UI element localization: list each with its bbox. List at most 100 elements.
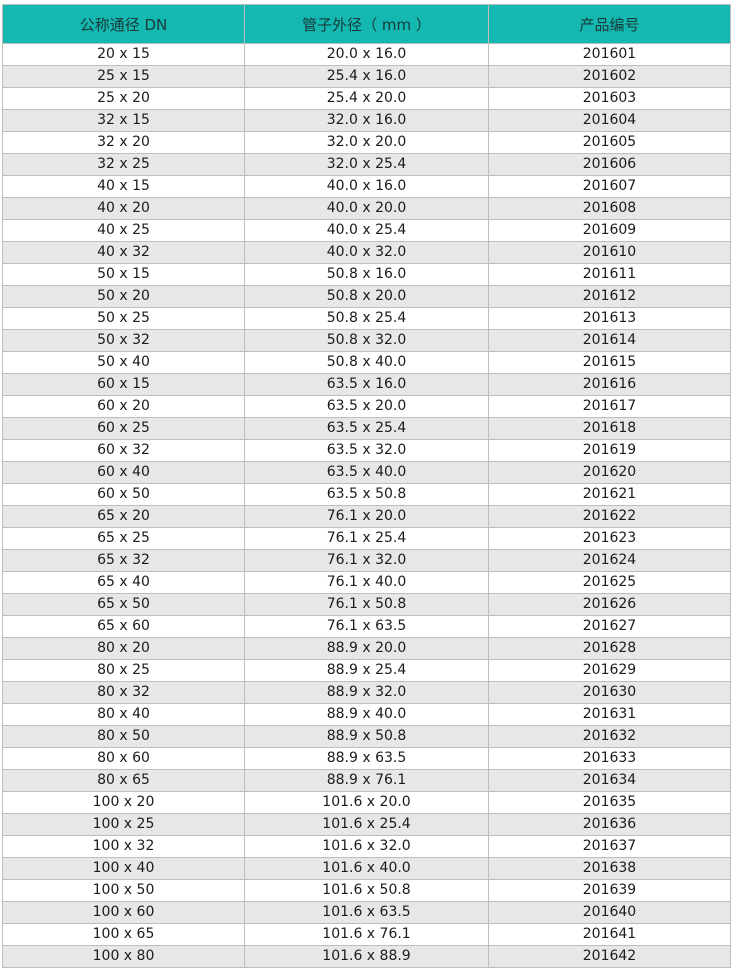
cell-product-code: 201628 [488,637,731,660]
table-row: 80 x 20 88.9 x 20.0 201628 [2,637,731,660]
cell-product-code: 201638 [488,857,731,880]
cell-nominal-diameter: 65 x 32 [2,549,245,572]
cell-product-code: 201623 [488,527,731,550]
table-row: 50 x 32 50.8 x 32.0 201614 [2,329,731,352]
cell-product-code: 201633 [488,747,731,770]
cell-nominal-diameter: 60 x 50 [2,483,245,506]
cell-product-code: 201635 [488,791,731,814]
cell-outer-diameter: 76.1 x 63.5 [244,615,489,638]
cell-outer-diameter: 40.0 x 16.0 [244,175,489,198]
cell-outer-diameter: 50.8 x 40.0 [244,351,489,374]
cell-product-code: 201614 [488,329,731,352]
table-row: 100 x 65 101.6 x 76.1 201641 [2,923,731,946]
header-product-code: 产品编号 [488,4,731,44]
cell-nominal-diameter: 80 x 60 [2,747,245,770]
cell-nominal-diameter: 60 x 20 [2,395,245,418]
cell-nominal-diameter: 60 x 40 [2,461,245,484]
cell-outer-diameter: 76.1 x 32.0 [244,549,489,572]
cell-nominal-diameter: 60 x 32 [2,439,245,462]
cell-outer-diameter: 88.9 x 40.0 [244,703,489,726]
cell-product-code: 201634 [488,769,731,792]
cell-product-code: 201604 [488,109,731,132]
table-row: 40 x 20 40.0 x 20.0 201608 [2,197,731,220]
cell-product-code: 201605 [488,131,731,154]
cell-outer-diameter: 88.9 x 50.8 [244,725,489,748]
cell-outer-diameter: 63.5 x 32.0 [244,439,489,462]
cell-nominal-diameter: 32 x 15 [2,109,245,132]
cell-nominal-diameter: 32 x 20 [2,131,245,154]
table-row: 65 x 60 76.1 x 63.5 201627 [2,615,731,638]
cell-nominal-diameter: 25 x 15 [2,65,245,88]
table-row: 100 x 60 101.6 x 63.5 201640 [2,901,731,924]
cell-product-code: 201616 [488,373,731,396]
header-outer-diameter: 管子外径（ mm ） [244,4,489,44]
cell-nominal-diameter: 80 x 20 [2,637,245,660]
table-row: 50 x 40 50.8 x 40.0 201615 [2,351,731,374]
cell-nominal-diameter: 60 x 15 [2,373,245,396]
cell-product-code: 201627 [488,615,731,638]
table-row: 50 x 15 50.8 x 16.0 201611 [2,263,731,286]
cell-nominal-diameter: 65 x 20 [2,505,245,528]
cell-product-code: 201639 [488,879,731,902]
cell-product-code: 201609 [488,219,731,242]
cell-outer-diameter: 63.5 x 50.8 [244,483,489,506]
table-row: 32 x 25 32.0 x 25.4 201606 [2,153,731,176]
cell-product-code: 201607 [488,175,731,198]
cell-outer-diameter: 32.0 x 16.0 [244,109,489,132]
table-row: 20 x 15 20.0 x 16.0 201601 [2,43,731,66]
cell-product-code: 201631 [488,703,731,726]
table-row: 65 x 32 76.1 x 32.0 201624 [2,549,731,572]
cell-product-code: 201618 [488,417,731,440]
cell-product-code: 201641 [488,923,731,946]
table-row: 65 x 40 76.1 x 40.0 201625 [2,571,731,594]
cell-outer-diameter: 25.4 x 20.0 [244,87,489,110]
table-row: 60 x 25 63.5 x 25.4 201618 [2,417,731,440]
cell-product-code: 201606 [488,153,731,176]
cell-nominal-diameter: 65 x 60 [2,615,245,638]
cell-outer-diameter: 20.0 x 16.0 [244,43,489,66]
cell-outer-diameter: 50.8 x 16.0 [244,263,489,286]
cell-outer-diameter: 88.9 x 20.0 [244,637,489,660]
table-row: 65 x 20 76.1 x 20.0 201622 [2,505,731,528]
cell-nominal-diameter: 60 x 25 [2,417,245,440]
table-row: 65 x 50 76.1 x 50.8 201626 [2,593,731,616]
cell-nominal-diameter: 80 x 40 [2,703,245,726]
cell-product-code: 201612 [488,285,731,308]
cell-nominal-diameter: 65 x 50 [2,593,245,616]
cell-outer-diameter: 50.8 x 20.0 [244,285,489,308]
cell-nominal-diameter: 50 x 25 [2,307,245,330]
cell-outer-diameter: 88.9 x 32.0 [244,681,489,704]
table-row: 65 x 25 76.1 x 25.4 201623 [2,527,731,550]
table-row: 100 x 50 101.6 x 50.8 201639 [2,879,731,902]
cell-product-code: 201617 [488,395,731,418]
cell-nominal-diameter: 80 x 65 [2,769,245,792]
pipe-spec-table: 公称通径 DN 管子外径（ mm ） 产品编号 20 x 15 20.0 x 16… [2,4,731,968]
cell-nominal-diameter: 100 x 20 [2,791,245,814]
cell-nominal-diameter: 32 x 25 [2,153,245,176]
table-row: 80 x 32 88.9 x 32.0 201630 [2,681,731,704]
cell-product-code: 201608 [488,197,731,220]
cell-nominal-diameter: 80 x 32 [2,681,245,704]
cell-product-code: 201610 [488,241,731,264]
cell-outer-diameter: 32.0 x 25.4 [244,153,489,176]
cell-product-code: 201630 [488,681,731,704]
table-row: 100 x 32 101.6 x 32.0 201637 [2,835,731,858]
cell-outer-diameter: 40.0 x 32.0 [244,241,489,264]
table-row: 80 x 65 88.9 x 76.1 201634 [2,769,731,792]
cell-product-code: 201637 [488,835,731,858]
table-row: 100 x 80 101.6 x 88.9 201642 [2,945,731,968]
cell-outer-diameter: 101.6 x 32.0 [244,835,489,858]
table-row: 100 x 25 101.6 x 25.4 201636 [2,813,731,836]
table-row: 50 x 20 50.8 x 20.0 201612 [2,285,731,308]
table-row: 60 x 32 63.5 x 32.0 201619 [2,439,731,462]
cell-outer-diameter: 76.1 x 50.8 [244,593,489,616]
table-row: 60 x 15 63.5 x 16.0 201616 [2,373,731,396]
cell-outer-diameter: 40.0 x 20.0 [244,197,489,220]
table-row: 32 x 15 32.0 x 16.0 201604 [2,109,731,132]
cell-product-code: 201601 [488,43,731,66]
cell-outer-diameter: 101.6 x 50.8 [244,879,489,902]
cell-outer-diameter: 63.5 x 40.0 [244,461,489,484]
table-row: 60 x 40 63.5 x 40.0 201620 [2,461,731,484]
table-row: 25 x 15 25.4 x 16.0 201602 [2,65,731,88]
cell-nominal-diameter: 100 x 50 [2,879,245,902]
